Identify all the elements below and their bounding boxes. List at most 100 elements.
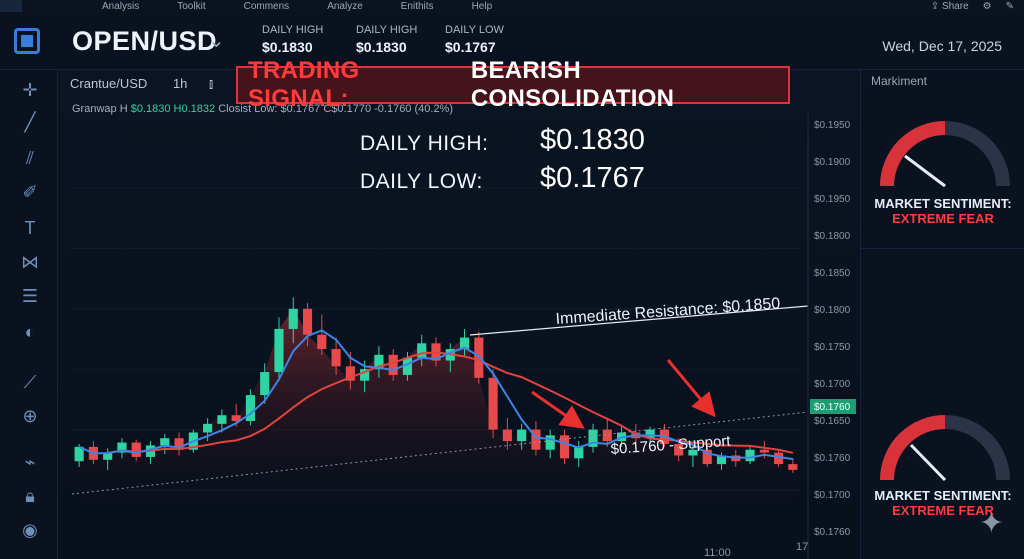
ohlc-prefix: Granwap H [72, 103, 128, 115]
brand-icon [14, 28, 40, 54]
overlay-high-label: DAILY HIGH: [360, 132, 489, 155]
sentiment-2-label: MARKET SENTIMENT: [874, 488, 1012, 503]
chart-header: Crantue/USD 1h ⫾ [70, 76, 213, 92]
pattern-icon[interactable]: ⋈ [21, 252, 39, 272]
menu-item-enithits[interactable]: Enithits [400, 0, 434, 12]
price-chart[interactable]: Immediate Resistance: $0.1850 $0.1760 - … [58, 70, 860, 559]
candle-body [317, 334, 327, 350]
candle-body [374, 354, 384, 370]
menu-item-help[interactable]: Help [471, 0, 493, 12]
candle-body [774, 452, 784, 465]
signal-text: BEARISH CONSOLIDATION [470, 57, 675, 112]
gear-icon[interactable]: ⚙ [982, 0, 992, 12]
candle-body [217, 415, 227, 424]
daily-low-stat: DAILY LOW $0.1767 [445, 24, 504, 55]
daily-high-value-2: $0.1830 [356, 39, 407, 55]
candle-body [131, 442, 141, 457]
price-tick-label: $0.1950 [814, 120, 851, 131]
menu-item-analysis[interactable]: Analysis [102, 0, 140, 12]
fast-moving-average [78, 329, 794, 461]
daily-low-label: DAILY LOW [445, 24, 504, 36]
brush-icon[interactable]: ✐ [22, 182, 38, 202]
menu-item-commens[interactable]: Commens [243, 0, 290, 12]
price-tick-label: $0.1750 [814, 342, 851, 353]
pair-selector[interactable]: OPEN/USD [72, 26, 218, 56]
gauge-1-fear-arc [880, 121, 946, 187]
timeframe-selector[interactable]: 1h [172, 76, 188, 91]
chart-symbol[interactable]: Crantue/USD [70, 76, 148, 91]
candle-body [688, 449, 698, 456]
candle-body [459, 337, 470, 350]
ohlc-rest: Closist Low: $0.1767 C$0.1770 -0.1760 (4… [218, 103, 454, 115]
magnet-icon[interactable]: ⌁ [24, 452, 36, 472]
overlay-low-label: DAILY LOW: [360, 170, 483, 193]
candle-body [502, 429, 512, 442]
crosshair-icon[interactable]: ✛ [22, 80, 38, 100]
daily-high-stat-2: DAILY HIGH $0.1830 [356, 24, 417, 55]
candle-type-icon[interactable]: ⫾ [209, 76, 214, 91]
candle-body [759, 449, 769, 453]
menu-item-toolkit[interactable]: Toolkit [177, 0, 206, 12]
candle-body [574, 446, 584, 459]
chevron-down-icon[interactable]: ⌄ [208, 30, 225, 52]
candle-body [203, 423, 213, 433]
daily-high-stat: DAILY HIGH $0.1830 [262, 24, 323, 55]
candle-body [117, 442, 127, 453]
share-button[interactable]: ⇪ Share [931, 1, 969, 12]
sentiment-2-text: MARKET SENTIMENT: EXTREME FEAR [861, 488, 1024, 518]
candle-body [588, 429, 598, 447]
candle-body [602, 429, 612, 442]
ruler-icon[interactable]: ⟋ [23, 372, 37, 392]
share-label: Share [941, 0, 969, 12]
zoom-icon[interactable]: ⊕ [22, 406, 38, 426]
daily-high-label-2: DAILY HIGH [356, 24, 418, 36]
parallel-lines-icon[interactable]: ⫽ [25, 148, 35, 168]
sentiment-1-value: EXTREME FEAR [892, 211, 994, 226]
share-icon: ⇪ [930, 0, 940, 12]
candle-body [103, 452, 113, 460]
overlay-high-value: $0.1830 [540, 124, 645, 156]
gauge-1-needle [904, 154, 946, 188]
sentiment-2-value: EXTREME FEAR [892, 503, 994, 518]
trendline-icon[interactable]: ╱ [24, 112, 36, 132]
price-tick-label: $0.1900 [814, 157, 851, 168]
candle-body [702, 449, 712, 465]
candle-body [531, 429, 541, 450]
resistance-line [469, 305, 809, 336]
price-tick-label: $0.1800 [814, 305, 851, 316]
fib-levels-icon[interactable]: ☰ [21, 286, 39, 306]
candle-body [302, 308, 313, 335]
candle-body [245, 395, 255, 421]
sparkle-icon: ✦ [978, 507, 1004, 540]
shapes-icon[interactable]: ◐ [24, 322, 36, 342]
candle-body [160, 438, 170, 446]
candle-body [716, 455, 727, 465]
price-axis: $0.1950 $0.1900 $0.1950 $0.1800 $0.1850 $0.18… [807, 110, 851, 559]
candle-body [174, 438, 184, 450]
candle-body [517, 429, 527, 442]
current-price-tag [810, 399, 856, 414]
sentiment-gauge-2 [880, 415, 1010, 482]
text-tool-icon[interactable]: T [24, 218, 36, 238]
signal-prefix: TRADING SIGNAL: [248, 57, 360, 112]
time-label-17: 17 [796, 541, 808, 553]
candle-body [388, 354, 398, 375]
gauge-2-needle [909, 443, 947, 482]
menu-item-analyze[interactable]: Analyze [327, 0, 363, 12]
candle-body [74, 446, 84, 462]
price-tick-label: $0.1850 [814, 268, 851, 279]
candle-body [559, 435, 570, 459]
current-price-label: $0.1760 [814, 402, 851, 413]
ohlc-readout: Granwap H $0.1830 H0.1832 Closist Low: $… [72, 103, 453, 115]
candle-body [788, 464, 798, 470]
candle-body [545, 435, 555, 450]
eye-icon[interactable]: ◉ [22, 520, 38, 540]
price-tick-label: $0.1650 [814, 416, 851, 427]
sentiment-1-label: MARKET SENTIMENT: [874, 196, 1012, 211]
panel-divider [861, 248, 1024, 249]
edit-icon[interactable]: ✎ [1005, 0, 1014, 12]
sentiment-1-text: MARKET SENTIMENT: EXTREME FEAR [861, 196, 1024, 226]
lock-icon[interactable]: 🔒︎ [25, 486, 35, 506]
sentiment-panel: Markiment MARKET SENTIMENT: EXTREME FEAR… [860, 70, 1024, 559]
candle-body [360, 369, 370, 381]
